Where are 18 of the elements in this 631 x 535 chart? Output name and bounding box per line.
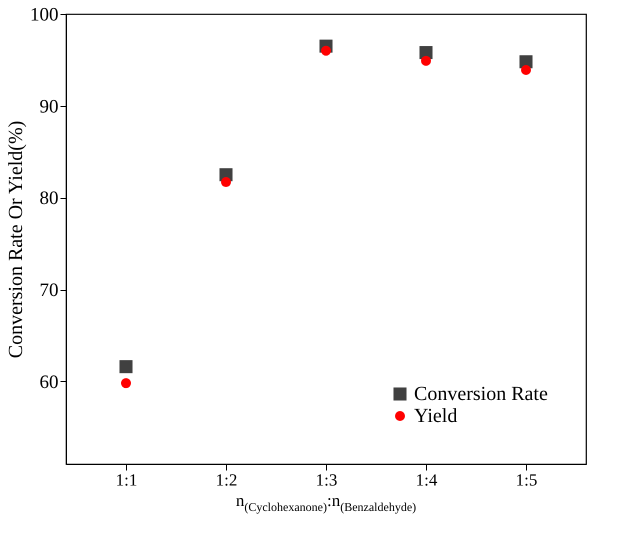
y-tick-label: 80 (40, 188, 58, 210)
x-tick-label: 1:3 (316, 470, 338, 490)
x-tick-label: 1:2 (216, 470, 238, 490)
legend-label: Yield (414, 405, 458, 427)
y-axis-title: Conversion Rate Or Yield(%) (5, 120, 27, 358)
y-tick-label: 100 (30, 4, 58, 26)
y-tick-label: 90 (40, 96, 58, 118)
y-tick-label: 70 (40, 280, 58, 302)
y-tick-label: 60 (40, 372, 58, 393)
x-tick-label: 1:1 (116, 470, 138, 490)
point (521, 65, 531, 76)
x-tick-label: 1:5 (516, 470, 538, 490)
x-tick-label: 1:4 (416, 470, 438, 490)
point (221, 177, 231, 188)
point (421, 56, 431, 66)
point (119, 360, 133, 374)
legend-label: Conversion Rate (414, 383, 548, 405)
point (121, 378, 131, 388)
